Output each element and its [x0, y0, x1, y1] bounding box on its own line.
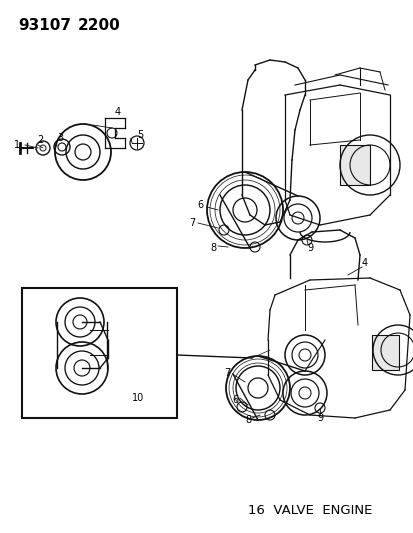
Text: 9: 9 — [316, 413, 322, 423]
Text: 8: 8 — [209, 243, 216, 253]
Text: 16  VALVE  ENGINE: 16 VALVE ENGINE — [247, 504, 371, 516]
Text: 6: 6 — [231, 395, 237, 405]
Text: 3: 3 — [57, 133, 63, 143]
Text: 5: 5 — [137, 130, 143, 140]
Text: 2200: 2200 — [78, 18, 121, 33]
Text: 7: 7 — [223, 368, 230, 378]
Text: 4: 4 — [361, 258, 367, 268]
Text: 6: 6 — [197, 200, 202, 210]
Bar — [371, 335, 398, 370]
Text: 7: 7 — [188, 218, 195, 228]
Text: 9: 9 — [306, 243, 312, 253]
Text: 4: 4 — [115, 107, 121, 117]
Text: 2: 2 — [37, 135, 43, 145]
Text: 93107: 93107 — [18, 18, 71, 33]
Text: 10: 10 — [132, 393, 144, 403]
Bar — [339, 145, 369, 185]
Text: 1: 1 — [14, 140, 20, 150]
Bar — [22, 288, 177, 418]
Text: 8: 8 — [244, 415, 250, 425]
